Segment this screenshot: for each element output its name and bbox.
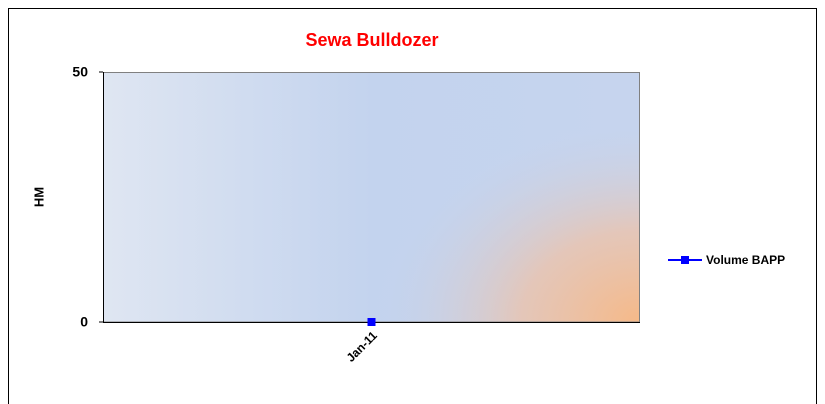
y-tick-label: 50 (72, 64, 88, 80)
y-axis-label: HM (31, 187, 46, 207)
chart-title: Sewa Bulldozer (305, 30, 438, 50)
legend-label: Volume BAPP (706, 253, 785, 267)
plot-glow (103, 72, 640, 322)
y-tick-label: 0 (80, 314, 88, 330)
legend-marker (681, 256, 689, 264)
series-marker (367, 318, 376, 326)
